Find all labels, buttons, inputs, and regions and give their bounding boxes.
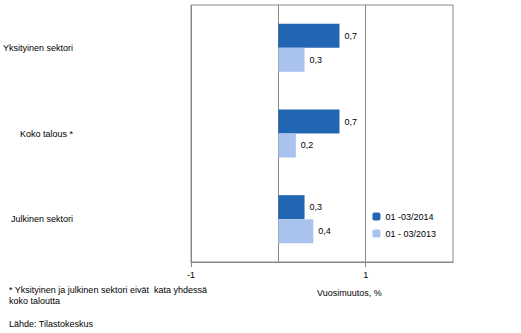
svg-text:Julkinen sektori: Julkinen sektori [11, 214, 73, 224]
svg-text:Vuosimuutos, %: Vuosimuutos, % [317, 288, 382, 298]
svg-text:01 -03/2014: 01 -03/2014 [385, 212, 433, 222]
svg-text:01 - 03/2013: 01 - 03/2013 [385, 229, 436, 239]
svg-text:0,3: 0,3 [310, 202, 323, 212]
svg-text:0,7: 0,7 [344, 117, 357, 127]
svg-text:0,3: 0,3 [310, 55, 323, 65]
svg-text:-1: -1 [187, 270, 195, 280]
svg-text:Yksityinen sektori: Yksityinen sektori [3, 43, 73, 53]
svg-text:* Yksityinen ja julkinen sekto: * Yksityinen ja julkinen sektori eivät k… [9, 285, 207, 295]
svg-text:Koko talous *: Koko talous * [20, 129, 74, 139]
svg-text:koko taloutta: koko taloutta [9, 296, 60, 306]
svg-text:Lähde: Tilastokeskus: Lähde: Tilastokeskus [9, 319, 94, 329]
svg-text:0,2: 0,2 [301, 140, 314, 150]
svg-text:0,4: 0,4 [318, 226, 331, 236]
svg-text:1: 1 [363, 270, 368, 280]
svg-text:0,7: 0,7 [344, 31, 357, 41]
